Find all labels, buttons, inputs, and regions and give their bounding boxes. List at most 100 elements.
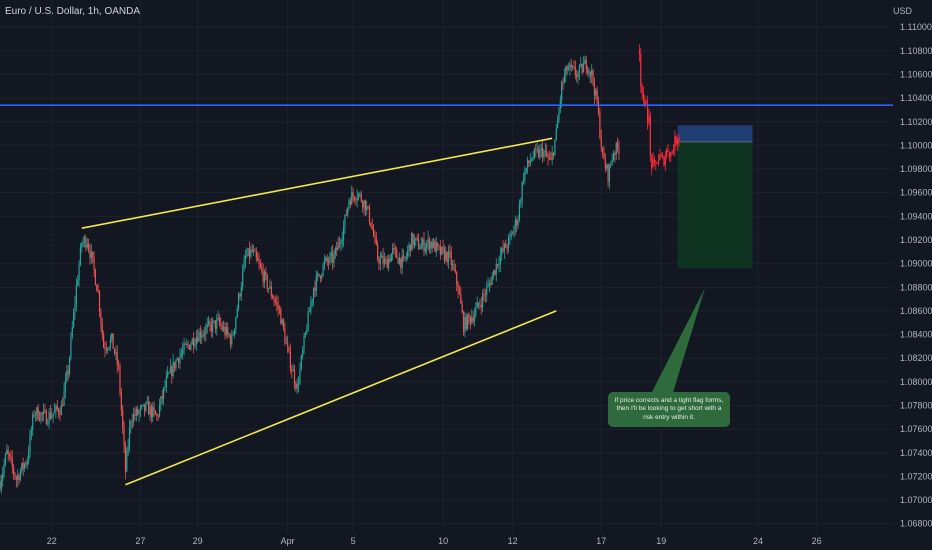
candle-body [588, 71, 590, 73]
annotation-callout[interactable]: If price corrects and a tight flag forms… [608, 392, 730, 428]
candle-body [507, 237, 510, 249]
candle-body [180, 353, 182, 356]
candle-body [557, 120, 559, 129]
candle-body [424, 247, 426, 252]
candle-body [262, 270, 264, 283]
candle-body [574, 67, 576, 76]
candle-body [308, 311, 311, 313]
candle-body [138, 411, 140, 415]
candle-body [563, 75, 566, 83]
candle-body [203, 333, 206, 335]
candle-body [310, 302, 312, 312]
candle-body [131, 421, 133, 423]
candle-body [169, 366, 172, 373]
candle-body [202, 333, 204, 336]
candle-body [201, 335, 203, 338]
projection-candle-body [671, 151, 673, 154]
candle-body [25, 463, 27, 465]
candle-body [606, 164, 608, 169]
candle-body [521, 181, 523, 201]
candle-body [345, 214, 347, 216]
candle-body [617, 142, 619, 148]
position-zones[interactable] [677, 125, 753, 269]
candle-body [330, 252, 332, 256]
candle-body [366, 206, 368, 211]
take-profit-zone[interactable] [677, 141, 753, 269]
symbol-title[interactable]: Euro / U.S. Dollar, 1h, OANDA [5, 6, 141, 17]
candle-body [81, 243, 83, 248]
candle-body [312, 288, 315, 300]
candle-body [79, 247, 82, 265]
candle-body [487, 284, 489, 287]
candle-body [518, 203, 521, 220]
candle-body [359, 193, 361, 195]
candle-body [499, 254, 501, 264]
x-tick-label: 10 [438, 536, 448, 546]
candle-body [306, 331, 308, 333]
candle-body [183, 343, 185, 351]
candle-body [329, 255, 331, 263]
candle-body [389, 258, 391, 262]
candle-body [246, 255, 248, 257]
currency-label[interactable]: USD [892, 6, 912, 16]
candle-body [280, 308, 282, 325]
candle-body [66, 371, 68, 380]
candle-body [89, 249, 91, 258]
price-axis[interactable]: 1.11000 1.10800 1.10600 1.10400 1.10200 1.100… [900, 22, 932, 529]
candle-body [540, 147, 542, 150]
drawn-lines[interactable] [0, 104, 893, 486]
candle-body [239, 294, 241, 297]
candle-body [592, 70, 594, 84]
candle-body [422, 239, 424, 245]
candle-body [372, 229, 375, 237]
candle-body [520, 200, 522, 204]
candle-body [509, 235, 511, 238]
candle-body [514, 219, 516, 229]
candle-body [2, 472, 4, 481]
candle-body [351, 192, 353, 205]
candle-body [137, 408, 139, 415]
candle-body [259, 263, 262, 267]
candle-body [572, 66, 574, 67]
candle-body [383, 259, 386, 264]
candle-body [48, 412, 50, 424]
candle-body [423, 239, 425, 252]
x-tick-label: 17 [596, 536, 606, 546]
candle-body [591, 70, 593, 76]
candle-body [93, 257, 95, 270]
upper-trendline[interactable] [81, 137, 553, 229]
candle-body [287, 342, 289, 347]
candle-body [133, 413, 135, 423]
candle-body [599, 113, 601, 138]
candle-body [608, 164, 611, 182]
candle-body [580, 64, 582, 66]
candle-body [315, 275, 317, 292]
candle-body [385, 259, 387, 261]
candle-body [443, 248, 446, 261]
stop-loss-zone[interactable] [677, 125, 753, 142]
y-tick-label: 1.09600 [900, 188, 932, 198]
candles [0, 44, 680, 494]
projection-candle-body [675, 136, 677, 145]
candle-body [62, 404, 64, 406]
candle-body [547, 155, 549, 158]
candle-body [528, 160, 530, 164]
candle-body [11, 457, 13, 467]
candle-body [398, 258, 401, 264]
projection-candle-body [659, 154, 661, 160]
candle-body [307, 311, 309, 332]
time-axis[interactable]: 22 27 29 Apr 5 10 12 17 19 24 26 [47, 536, 822, 546]
lower-trendline[interactable] [125, 310, 557, 486]
projection-candle-body [674, 136, 676, 151]
candle-body [610, 163, 612, 165]
candle-body [393, 247, 395, 249]
candle-body [52, 413, 54, 416]
candle-body [465, 316, 467, 329]
candle-body [505, 243, 507, 248]
candle-body [569, 64, 571, 69]
candle-body [332, 252, 334, 263]
candle-body [178, 358, 180, 364]
candle-body [409, 244, 411, 251]
candle-body [10, 455, 12, 458]
